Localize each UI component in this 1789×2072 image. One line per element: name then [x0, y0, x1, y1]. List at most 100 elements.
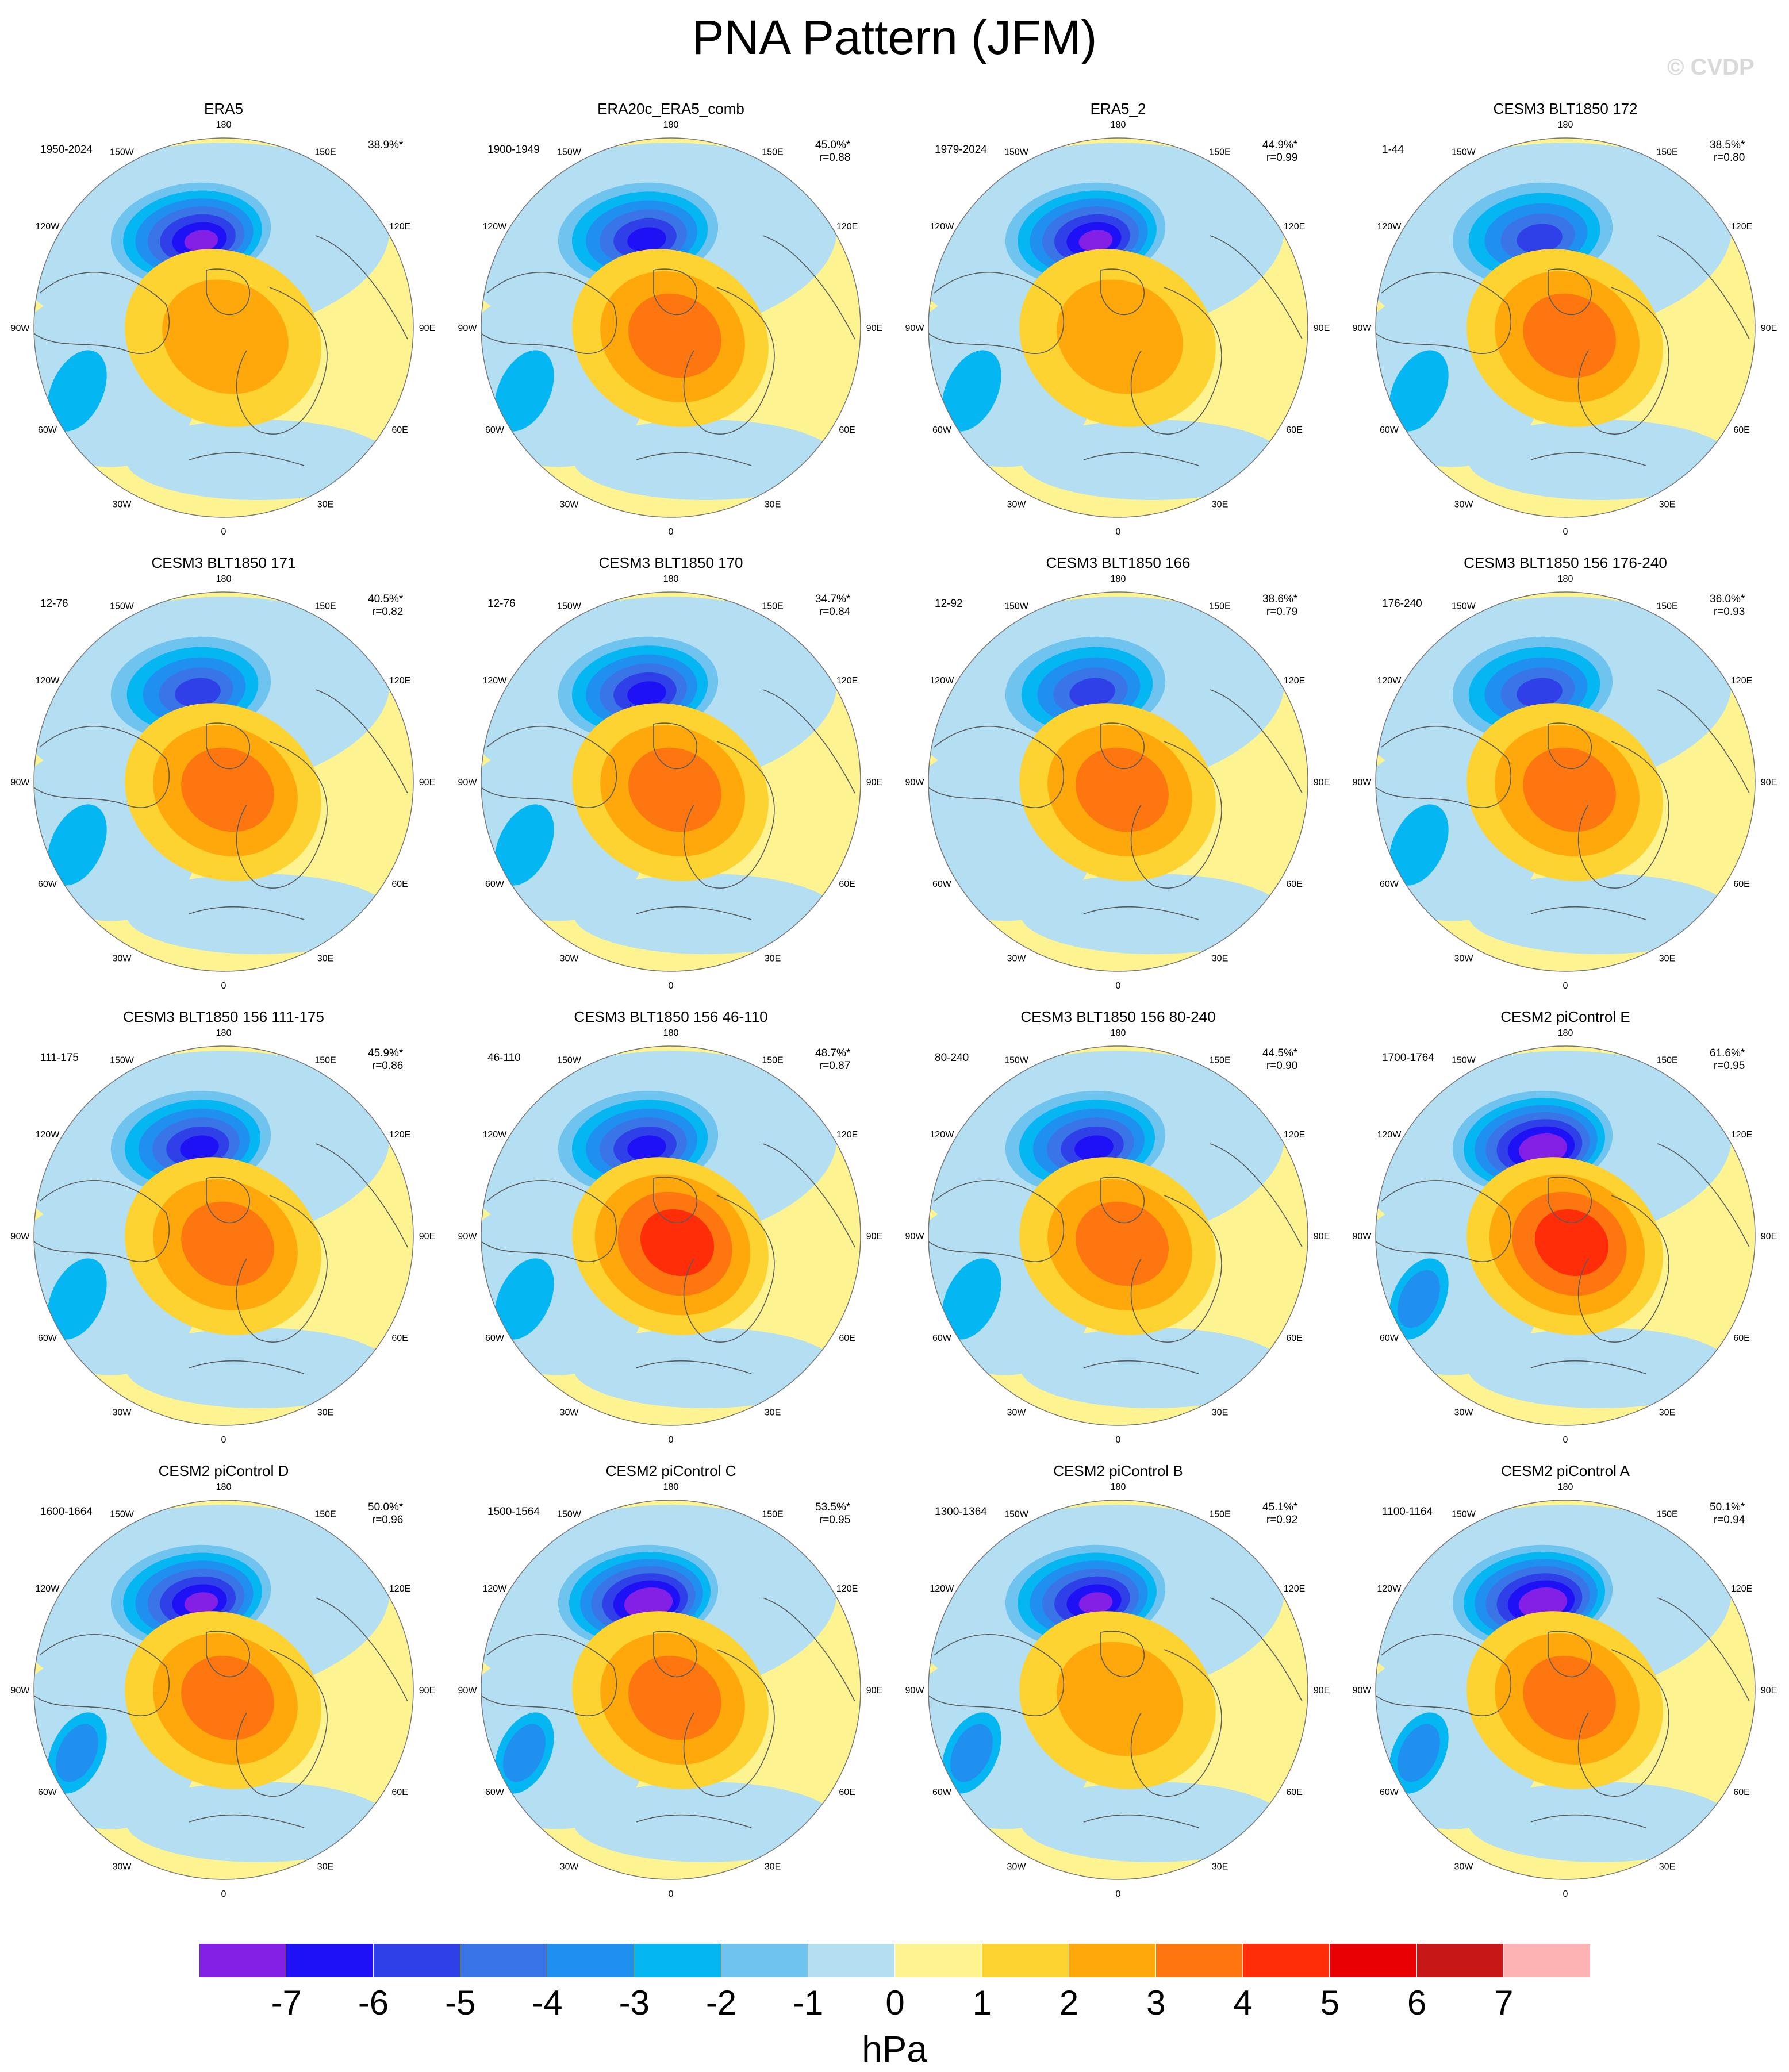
longitude-label: 60E — [1286, 879, 1302, 889]
atlantic-low-contour — [1389, 350, 1449, 432]
longitude-label: 90E — [1314, 324, 1330, 333]
longitude-label: 60W — [38, 1787, 57, 1797]
explained-variance: 45.0%* — [815, 139, 851, 151]
atlantic-low-contour — [494, 350, 554, 432]
longitude-label: 180 — [216, 1482, 232, 1492]
longitude-label: 30E — [765, 500, 781, 510]
negative-region — [1020, 1328, 1285, 1408]
longitude-label: 180 — [216, 1028, 232, 1038]
longitude-label: 120E — [836, 222, 858, 232]
colorbar-tick-label: -7 — [271, 1983, 302, 2022]
panel-period: 12-92 — [935, 598, 963, 610]
longitude-label: 180 — [1558, 1028, 1573, 1038]
longitude-label: 150W — [1004, 147, 1029, 157]
explained-variance: 44.5%* — [1262, 1047, 1298, 1059]
map-panel: CESM3 BLT1850 170 12-76 34.7%* r=0.84 180 150… — [447, 553, 894, 1007]
colorbar-swatch — [1503, 1944, 1591, 1977]
map-panel: CESM2 piControl E 1700-1764 61.6%* r=0.95 18… — [1342, 1007, 1789, 1461]
polar-map: 180 150E 120E 90E 60E 30E 0 30W 60W 90W 120W 150W — [458, 574, 883, 991]
europe-coast-outline — [189, 1360, 305, 1374]
longitude-label: 120W — [36, 1584, 60, 1594]
north-america-outline — [34, 1179, 170, 1262]
negative-region — [573, 1328, 838, 1408]
field-layer — [34, 592, 413, 971]
longitude-label: 180 — [1111, 574, 1126, 584]
colorbar — [199, 1944, 1591, 1977]
map-rim — [928, 1500, 1308, 1880]
longitude-label: 90E — [1761, 778, 1777, 787]
greenland-outline — [206, 268, 250, 316]
colorbar-tick-label: 2 — [1059, 1983, 1079, 2022]
panel-stats: 53.5%* r=0.95 — [815, 1501, 850, 1527]
longitude-label: 120W — [1377, 676, 1402, 686]
longitude-label: 150W — [1004, 1509, 1029, 1519]
panel-stats: 44.9%* r=0.99 — [1262, 139, 1297, 164]
longitude-label: 90W — [1353, 1686, 1372, 1696]
polar-map: 180 150E 120E 90E 60E 30E 0 30W 60W 90W 120W 150W — [458, 1028, 883, 1445]
eurasia-outline — [1577, 287, 1669, 435]
longitude-label: 60W — [932, 1787, 952, 1797]
panel-title: CESM2 piControl E — [1500, 1008, 1630, 1025]
explained-variance: 53.5%* — [815, 1501, 851, 1513]
longitude-label: 90W — [11, 324, 30, 333]
longitude-label: 150E — [1656, 1509, 1677, 1519]
panel-period: 1900-1949 — [487, 144, 540, 156]
field-layer — [1376, 1046, 1755, 1425]
arctic-high-contour — [1076, 1201, 1169, 1286]
explained-variance: 34.7%* — [815, 593, 851, 605]
longitude-label: 150W — [557, 601, 582, 611]
longitude-label: 30E — [1212, 500, 1228, 510]
negative-region — [1020, 874, 1285, 954]
europe-coast-outline — [1083, 1814, 1199, 1828]
pacific-low-contour — [627, 681, 666, 706]
longitude-label: 60W — [1380, 1333, 1399, 1343]
longitude-label: 120E — [389, 1130, 410, 1140]
greenland-outline — [653, 268, 697, 316]
map-rim — [33, 1500, 414, 1880]
longitude-label: 60E — [839, 425, 855, 435]
longitude-label: 60W — [1380, 879, 1399, 889]
map-rim — [33, 137, 414, 518]
polar-map: 180 150E 120E 90E 60E 30E 0 30W 60W 90W 120W 150W — [458, 1482, 883, 1899]
arctic-high-contour — [1534, 1209, 1609, 1277]
map-panel: CESM3 BLT1850 156 176-240 176-240 36.0%* r=… — [1342, 553, 1789, 1007]
explained-variance: 50.0%* — [368, 1501, 404, 1513]
longitude-label: 30W — [113, 1862, 132, 1872]
longitude-label: 150W — [1452, 1055, 1476, 1065]
polar-map: 180 150E 120E 90E 60E 30E 0 30W 60W 90W 120W 150W — [905, 1482, 1330, 1899]
arctic-high-contour — [162, 279, 289, 394]
longitude-label: 120W — [1377, 1584, 1402, 1594]
longitude-label: 30W — [1007, 500, 1027, 510]
greenland-outline — [1100, 1631, 1145, 1678]
europe-coast-outline — [1083, 906, 1199, 920]
longitude-label: 150E — [762, 1055, 783, 1065]
longitude-label: 90W — [458, 1232, 478, 1241]
negative-region — [573, 1782, 838, 1862]
pacific-low-contour — [1078, 230, 1113, 252]
explained-variance: 45.1%* — [1262, 1501, 1298, 1513]
longitude-label: 120E — [836, 1130, 858, 1140]
longitude-label: 90E — [419, 1232, 435, 1241]
longitude-label: 30E — [765, 1408, 781, 1418]
pacific-low-contour — [184, 230, 218, 252]
pacific-low-contour — [1530, 1594, 1560, 1614]
longitude-label: 30W — [113, 1408, 132, 1418]
longitude-label: 60E — [839, 1787, 855, 1797]
colorbar-swatch — [1416, 1944, 1504, 1977]
pattern-correlation: r=0.88 — [819, 152, 851, 164]
pattern-correlation: r=0.84 — [819, 606, 851, 618]
arctic-high-contour — [1057, 1642, 1183, 1756]
longitude-label: 180 — [663, 574, 679, 584]
atlantic-low-contour — [47, 1258, 107, 1340]
longitude-label: 0 — [221, 527, 226, 537]
pattern-correlation: r=0.90 — [1266, 1060, 1298, 1072]
panel-period: 80-240 — [935, 1052, 969, 1064]
colorbar-swatch — [286, 1944, 374, 1977]
pacific-low-contour — [180, 1135, 219, 1160]
negative-region — [1020, 420, 1285, 500]
arctic-high-contour — [181, 1201, 274, 1286]
greenland-outline — [1100, 722, 1145, 770]
panel-title: ERA5 — [204, 100, 243, 117]
longitude-label: 30E — [1659, 954, 1675, 964]
longitude-label: 120W — [930, 222, 955, 232]
